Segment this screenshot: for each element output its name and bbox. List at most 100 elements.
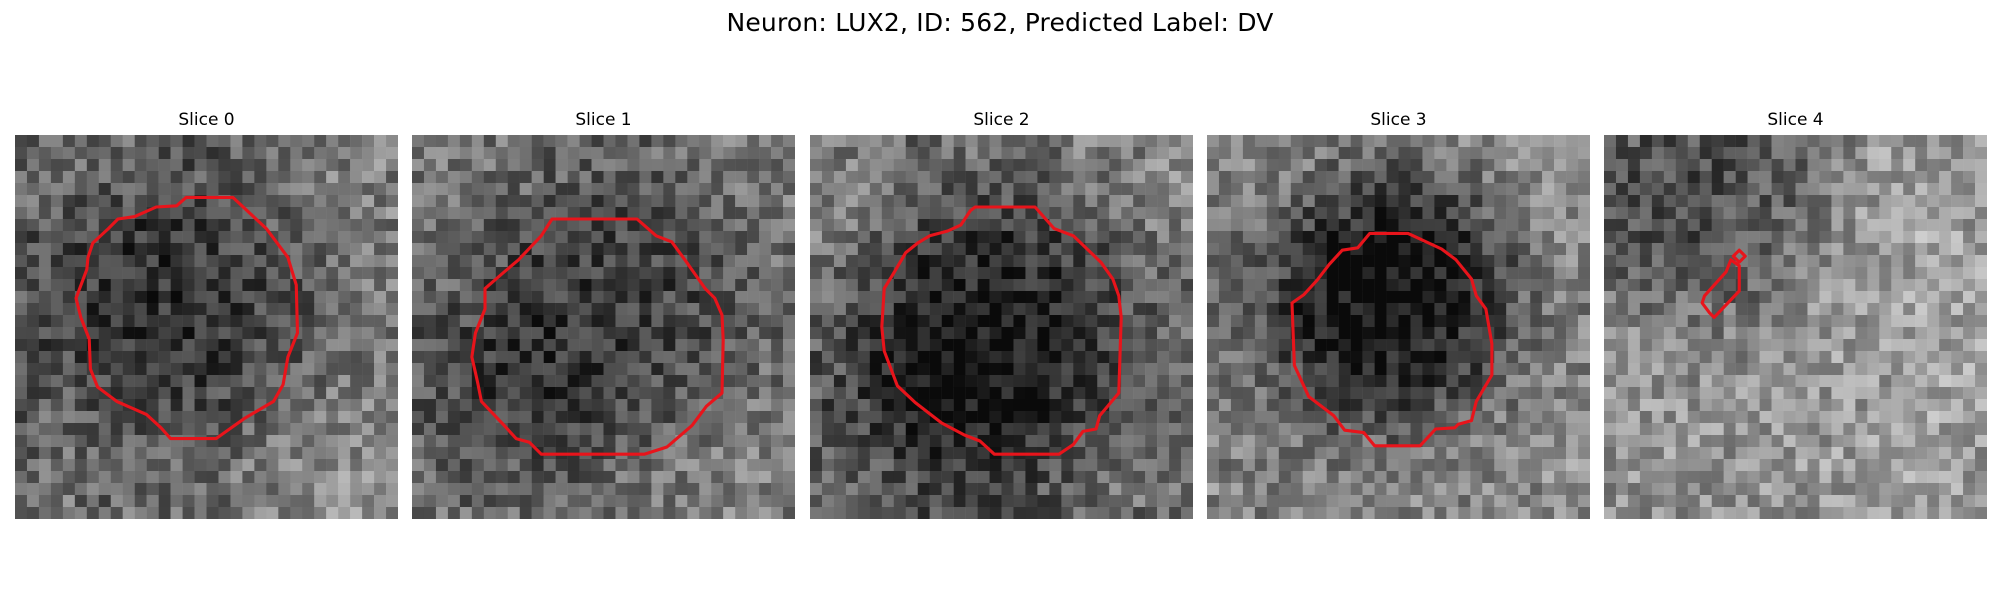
intensity-pixel [543,495,556,508]
intensity-pixel [1458,447,1471,460]
intensity-pixel [1604,351,1617,364]
intensity-pixel [1795,339,1808,352]
intensity-pixel [699,507,712,519]
intensity-pixel [1001,303,1014,316]
intensity-pixel [302,255,315,268]
intensity-pixel [699,303,712,316]
intensity-pixel [459,267,473,280]
intensity-pixel [869,423,883,436]
intensity-pixel [1711,291,1724,304]
intensity-pixel [1374,135,1387,148]
intensity-pixel [38,303,52,316]
intensity-pixel [1771,315,1784,328]
intensity-pixel [206,339,219,352]
intensity-pixel [1927,327,1940,340]
intensity-pixel [1723,387,1736,400]
intensity-pixel [447,267,461,280]
intensity-pixel [110,339,123,352]
intensity-pixel [423,447,437,460]
intensity-pixel [783,207,795,220]
intensity-pixel [905,183,918,196]
intensity-pixel [86,387,100,400]
intensity-pixel [1278,171,1292,184]
intensity-pixel [845,495,859,508]
intensity-pixel [1615,423,1629,436]
intensity-pixel [1807,171,1820,184]
intensity-pixel [615,171,628,184]
intensity-pixel [989,147,1002,160]
intensity-pixel [663,243,676,256]
intensity-pixel [1207,507,1220,519]
intensity-pixel [857,399,871,412]
intensity-pixel [122,339,135,352]
intensity-pixel [1604,435,1617,448]
intensity-pixel [1518,243,1531,256]
intensity-pixel [1723,183,1736,196]
intensity-pixel [1783,147,1796,160]
intensity-pixel [423,327,437,340]
intensity-pixel [1627,411,1641,424]
intensity-pixel [603,243,616,256]
intensity-pixel [1350,375,1363,388]
intensity-pixel [374,483,387,496]
intensity-pixel [1025,411,1038,424]
intensity-pixel [783,195,795,208]
intensity-pixel [206,183,219,196]
intensity-pixel [1807,387,1820,400]
intensity-pixel [603,279,616,292]
intensity-pixel [1386,159,1399,172]
intensity-pixel [845,351,859,364]
intensity-pixel [1963,207,1976,220]
intensity-pixel [266,183,279,196]
intensity-pixel [687,255,700,268]
intensity-pixel [254,315,267,328]
intensity-pixel [1542,351,1555,364]
intensity-pixel [1314,243,1327,256]
intensity-pixel [783,399,795,412]
intensity-pixel [15,291,28,304]
intensity-pixel [254,435,267,448]
intensity-pixel [122,375,135,388]
intensity-pixel [86,195,100,208]
intensity-pixel [1482,291,1495,304]
intensity-pixel [1362,135,1375,148]
intensity-pixel [1615,147,1629,160]
intensity-pixel [1374,483,1387,496]
intensity-pixel [1843,135,1856,148]
intensity-pixel [1506,495,1519,508]
intensity-pixel [1266,339,1280,352]
intensity-pixel [857,183,871,196]
intensity-pixel [783,219,795,232]
intensity-pixel [1494,195,1507,208]
intensity-pixel [821,387,835,400]
intensity-pixel [26,459,40,472]
intensity-pixel [1434,267,1447,280]
intensity-pixel [447,495,461,508]
intensity-pixel [1254,507,1268,519]
intensity-pixel [627,243,640,256]
intensity-pixel [314,159,327,172]
intensity-pixel [254,207,267,220]
intensity-pixel [591,255,604,268]
intensity-pixel [1278,375,1292,388]
intensity-pixel [651,339,664,352]
intensity-pixel [1073,507,1086,519]
intensity-pixel [1207,303,1220,316]
intensity-pixel [699,351,712,364]
intensity-pixel [1735,195,1748,208]
intensity-pixel [170,279,183,292]
intensity-pixel [1049,135,1062,148]
intensity-pixel [1218,435,1232,448]
intensity-pixel [1374,267,1387,280]
intensity-pixel [1639,315,1653,328]
intensity-pixel [1121,435,1134,448]
intensity-pixel [38,147,52,160]
intensity-pixel [1506,255,1519,268]
intensity-pixel [1001,507,1014,519]
intensity-pixel [531,387,544,400]
intensity-pixel [1085,207,1098,220]
intensity-pixel [1218,255,1232,268]
intensity-pixel [471,255,485,268]
intensity-pixel [1843,279,1856,292]
intensity-pixel [1735,411,1748,424]
